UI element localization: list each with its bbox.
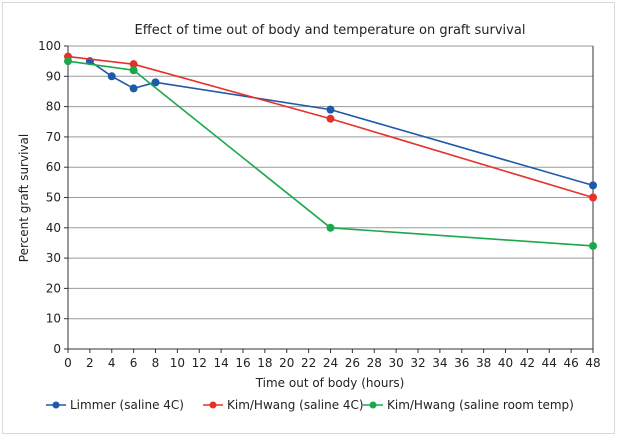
data-point [129, 60, 138, 69]
x-tick-label: 48 [585, 356, 600, 370]
x-tick-label: 34 [432, 356, 447, 370]
x-tick-label: 24 [323, 356, 338, 370]
y-axis-label: Percent graft survival [17, 134, 31, 262]
y-tick-label: 20 [46, 281, 61, 295]
data-point [107, 72, 116, 81]
data-point [326, 105, 335, 114]
x-tick-label: 0 [64, 356, 72, 370]
x-tick-label: 36 [454, 356, 469, 370]
series-line [67, 60, 594, 247]
x-tick-label: 18 [257, 356, 272, 370]
data-point [151, 78, 160, 87]
data-point [129, 84, 138, 93]
x-tick-label: 4 [108, 356, 116, 370]
legend-marker [52, 401, 60, 409]
y-tick-label: 40 [46, 221, 61, 235]
x-tick-label: 8 [152, 356, 160, 370]
legend-label: Limmer (saline 4C) [70, 398, 184, 412]
legend-item: Kim/Hwang (saline room temp) [363, 398, 574, 412]
data-point [589, 241, 597, 250]
legend-label: Kim/Hwang (saline room temp) [387, 398, 574, 412]
x-tick-label: 26 [345, 356, 360, 370]
x-tick-label: 20 [279, 356, 294, 370]
x-tick-label: 6 [130, 356, 138, 370]
legend-marker [369, 401, 377, 409]
x-tick-label: 28 [367, 356, 382, 370]
data-point [64, 57, 72, 66]
legend-item: Kim/Hwang (saline 4C) [203, 398, 364, 412]
y-tick-label: 30 [46, 251, 61, 265]
y-tick-label: 60 [46, 160, 61, 174]
x-tick-label: 16 [235, 356, 250, 370]
y-tick-label: 0 [53, 342, 61, 356]
x-tick-label: 10 [170, 356, 185, 370]
data-point [589, 193, 597, 202]
x-tick-label: 14 [213, 356, 228, 370]
chart-title: Effect of time out of body and temperatu… [135, 23, 526, 38]
x-tick-label: 44 [542, 356, 557, 370]
data-point [589, 181, 597, 190]
series-line [89, 60, 594, 187]
x-axis-label: Time out of body (hours) [255, 376, 405, 390]
y-tick-label: 70 [46, 130, 61, 144]
y-tick-label: 80 [46, 100, 61, 114]
data-point [326, 114, 335, 123]
x-tick-label: 32 [410, 356, 425, 370]
x-tick-label: 38 [476, 356, 491, 370]
y-tick-label: 90 [46, 69, 61, 83]
data-point [326, 223, 335, 232]
x-tick-label: 40 [498, 356, 513, 370]
y-tick-label: 10 [46, 312, 61, 326]
legend-label: Kim/Hwang (saline 4C) [227, 398, 364, 412]
x-tick-label: 30 [388, 356, 403, 370]
x-tick-label: 42 [520, 356, 535, 370]
y-tick-label: 50 [46, 191, 61, 205]
x-tick-label: 46 [563, 356, 578, 370]
legend-marker [209, 401, 217, 409]
x-tick-label: 22 [301, 356, 316, 370]
y-tick-label: 100 [38, 39, 61, 53]
series-line [67, 55, 594, 199]
data-point [129, 66, 138, 75]
legend-item: Limmer (saline 4C) [46, 398, 184, 412]
x-tick-label: 12 [192, 356, 207, 370]
x-tick-label: 2 [86, 356, 94, 370]
